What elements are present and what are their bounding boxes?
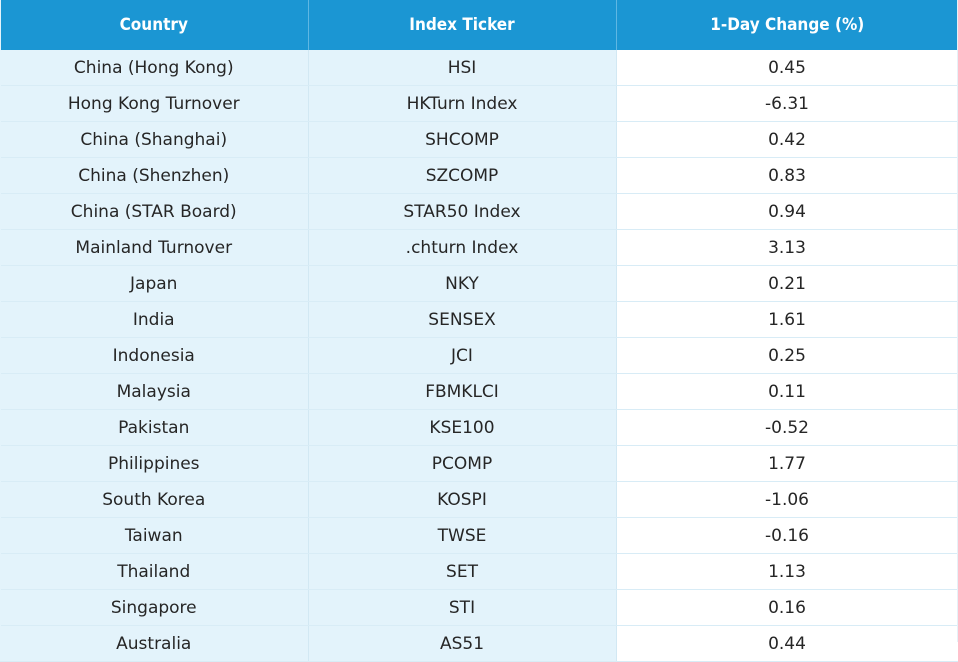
- table-row: Mainland Turnover .chturn Index 3.13: [0, 229, 958, 266]
- change-value-cell: 0.94: [616, 193, 958, 230]
- index-ticker-cell: HKTurn Index: [308, 85, 617, 122]
- change-value-cell: 1.77: [616, 445, 958, 482]
- change-value-cell: 0.25: [616, 337, 958, 374]
- table-row: Japan NKY 0.21: [0, 265, 958, 302]
- change-value-cell: 0.11: [616, 373, 958, 410]
- index-ticker-cell: SET: [308, 553, 617, 590]
- index-ticker-cell: STI: [308, 589, 617, 626]
- change-value-cell: 0.44: [616, 625, 958, 662]
- column-header-index-ticker: Index Ticker: [308, 0, 617, 50]
- table-row: China (Shanghai) SHCOMP 0.42: [0, 121, 958, 158]
- table-header: Country Index Ticker 1-Day Change (%): [0, 0, 958, 50]
- table-body: China (Hong Kong) HSI 0.45 Hong Kong Turnov…: [0, 50, 958, 662]
- table-row: India SENSEX 1.61: [0, 301, 958, 338]
- country-cell: Thailand: [0, 553, 309, 590]
- change-value-cell: 0.16: [616, 589, 958, 626]
- country-cell: Malaysia: [0, 373, 309, 410]
- country-cell: Pakistan: [0, 409, 309, 446]
- table-row: Taiwan TWSE -0.16: [0, 517, 958, 554]
- index-ticker-cell: SENSEX: [308, 301, 617, 338]
- index-ticker-cell: .chturn Index: [308, 229, 617, 266]
- index-ticker-cell: PCOMP: [308, 445, 617, 482]
- country-cell: Singapore: [0, 589, 309, 626]
- index-ticker-cell: SHCOMP: [308, 121, 617, 158]
- index-ticker-cell: TWSE: [308, 517, 617, 554]
- country-cell: Japan: [0, 265, 309, 302]
- index-ticker-cell: SZCOMP: [308, 157, 617, 194]
- index-ticker-cell: AS51: [308, 625, 617, 662]
- country-cell: South Korea: [0, 481, 309, 518]
- country-cell: China (Shenzhen): [0, 157, 309, 194]
- index-ticker-cell: STAR50 Index: [308, 193, 617, 230]
- country-cell: Australia: [0, 625, 309, 662]
- country-cell: India: [0, 301, 309, 338]
- index-ticker-cell: NKY: [308, 265, 617, 302]
- change-value-cell: 0.42: [616, 121, 958, 158]
- change-value-cell: 1.61: [616, 301, 958, 338]
- column-header-1-day-change: 1-Day Change (%): [616, 0, 958, 50]
- index-ticker-cell: KOSPI: [308, 481, 617, 518]
- index-ticker-cell: HSI: [308, 50, 617, 86]
- country-cell: China (Shanghai): [0, 121, 309, 158]
- change-value-cell: -1.06: [616, 481, 958, 518]
- change-value-cell: -0.52: [616, 409, 958, 446]
- change-value-cell: 1.13: [616, 553, 958, 590]
- table-row: South Korea KOSPI -1.06: [0, 481, 958, 518]
- index-ticker-cell: JCI: [308, 337, 617, 374]
- change-value-cell: -6.31: [616, 85, 958, 122]
- table-row: Indonesia JCI 0.25: [0, 337, 958, 374]
- change-value-cell: -0.16: [616, 517, 958, 554]
- column-header-country: Country: [0, 0, 309, 50]
- table-row: Pakistan KSE100 -0.52: [0, 409, 958, 446]
- table-row: Singapore STI 0.16: [0, 589, 958, 626]
- change-value-cell: 3.13: [616, 229, 958, 266]
- table-row: Malaysia FBMKLCI 0.11: [0, 373, 958, 410]
- table-row: Thailand SET 1.13: [0, 553, 958, 590]
- table-row: Australia AS51 0.44: [0, 625, 958, 662]
- change-value-cell: 0.21: [616, 265, 958, 302]
- country-cell: Philippines: [0, 445, 309, 482]
- header-row: Country Index Ticker 1-Day Change (%): [0, 0, 958, 50]
- country-cell: Taiwan: [0, 517, 309, 554]
- index-ticker-cell: FBMKLCI: [308, 373, 617, 410]
- country-cell: Mainland Turnover: [0, 229, 309, 266]
- country-cell: Indonesia: [0, 337, 309, 374]
- country-cell: Hong Kong Turnover: [0, 85, 309, 122]
- country-cell: China (Hong Kong): [0, 50, 309, 86]
- table-row: Philippines PCOMP 1.77: [0, 445, 958, 482]
- change-value-cell: 0.83: [616, 157, 958, 194]
- country-cell: China (STAR Board): [0, 193, 309, 230]
- table-row: Hong Kong Turnover HKTurn Index -6.31: [0, 85, 958, 122]
- table-row: China (Shenzhen) SZCOMP 0.83: [0, 157, 958, 194]
- index-ticker-cell: KSE100: [308, 409, 617, 446]
- table-row: China (Hong Kong) HSI 0.45: [0, 50, 958, 86]
- table-row: China (STAR Board) STAR50 Index 0.94: [0, 193, 958, 230]
- change-value-cell: 0.45: [616, 50, 958, 86]
